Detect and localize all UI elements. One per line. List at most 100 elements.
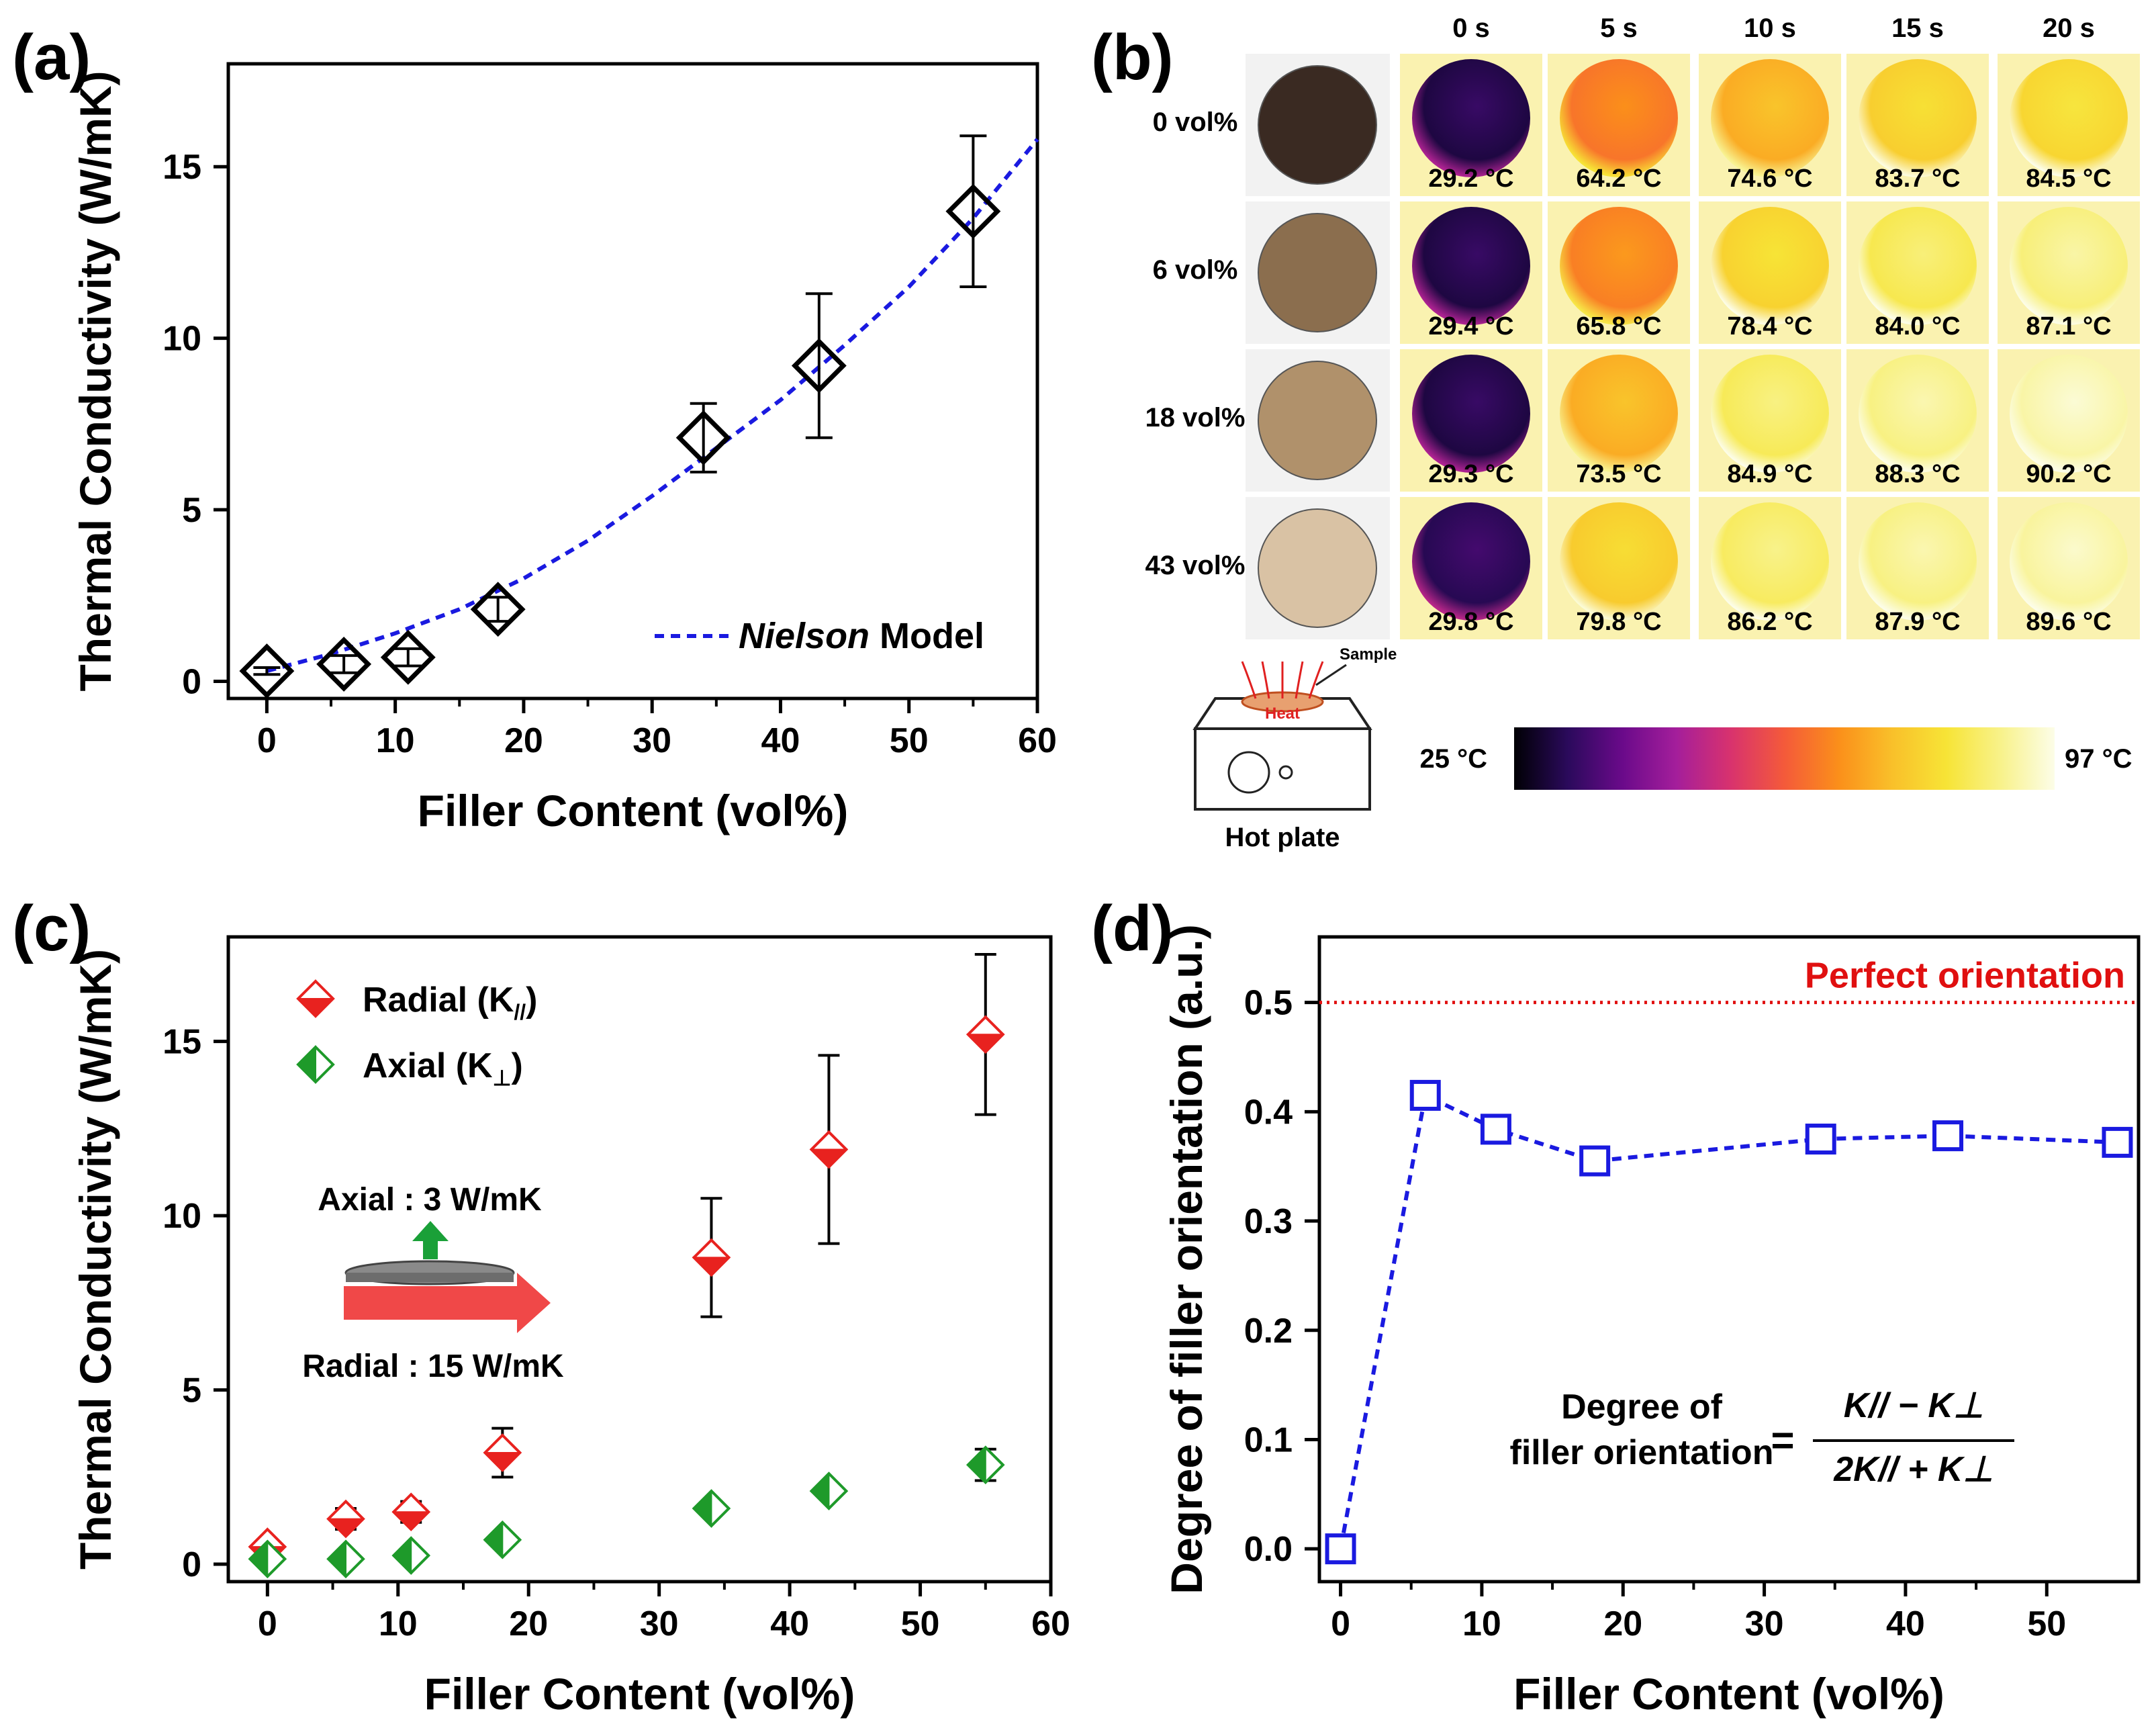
legend-close: )	[512, 1046, 523, 1085]
x-tick-label: 10	[379, 1604, 418, 1643]
y-tick-label: 0	[182, 1545, 201, 1584]
y-tick-label: 0.4	[1244, 1093, 1293, 1132]
temperature-label: 86.2 °C	[1727, 608, 1812, 636]
data-point	[1325, 1533, 1356, 1565]
legend-close: )	[526, 981, 537, 1019]
heat-label: Heat	[1265, 705, 1300, 723]
data-point	[1480, 1114, 1511, 1145]
marker-fill	[483, 1521, 504, 1559]
marker-fill	[327, 1539, 346, 1578]
x-tick-label: 20	[1603, 1604, 1642, 1643]
temperature-label: 79.8 °C	[1576, 608, 1661, 636]
legend-subscript: ⊥	[493, 1066, 512, 1090]
x-axis-label: Filler Content (vol%)	[1513, 1669, 1944, 1719]
row-label: 43 vol%	[1145, 551, 1246, 580]
y-axis-label: Thermal Conductivity (W/mK)	[71, 71, 120, 691]
thermal-sample	[1859, 355, 1977, 473]
time-label: 15 s	[1891, 13, 1944, 43]
legend-rest: Model	[870, 616, 984, 656]
sample-label: Sample	[1340, 645, 1397, 664]
nielson-model-line	[266, 138, 1039, 674]
axial-annotation: Axial : 3 W/mK	[318, 1182, 542, 1218]
thermal-sample	[1859, 59, 1977, 177]
hotplate-switch	[1278, 765, 1293, 780]
temperature-label: 64.2 °C	[1576, 165, 1661, 193]
time-label: 20 s	[2043, 13, 2095, 43]
legend-label: Nielson Model	[739, 616, 984, 656]
marker-fill	[326, 1518, 365, 1538]
thermal-sample	[1711, 59, 1829, 177]
thermal-sample	[1711, 502, 1829, 621]
temperature-label: 84.0 °C	[1875, 312, 1960, 341]
equation-equals: =	[1771, 1418, 1794, 1463]
legend-name: Radial	[363, 981, 467, 1019]
legend-italic: Nielson	[739, 616, 870, 656]
y-tick-label: 15	[162, 148, 201, 187]
temperature-label: 78.4 °C	[1727, 312, 1812, 341]
data-point	[1579, 1145, 1611, 1177]
data-point	[239, 643, 295, 699]
y-tick-label: 0.2	[1244, 1312, 1293, 1351]
equation-text-1: Degree of	[1561, 1388, 1723, 1426]
x-tick-label: 60	[1018, 721, 1057, 760]
colorbar	[1514, 727, 2055, 790]
data-point	[470, 582, 526, 637]
data-point	[380, 629, 436, 685]
thermal-sample	[2010, 355, 2128, 473]
colorbar-min-label: 25 °C	[1420, 744, 1488, 774]
axial-point	[692, 1489, 731, 1528]
radial-point	[326, 1499, 365, 1539]
legend-open: (K	[467, 981, 514, 1019]
radial-point	[483, 1433, 522, 1472]
heat-arrow	[1295, 661, 1304, 699]
x-tick-label: 40	[761, 721, 800, 760]
equation-denominator: 2K// + K⊥	[1833, 1450, 1993, 1489]
legend-name: Axial	[363, 1046, 446, 1085]
temperature-label: 89.6 °C	[2026, 608, 2111, 636]
marker-fill	[966, 1034, 1005, 1053]
axial-point	[391, 1536, 431, 1575]
temperature-label: 90.2 °C	[2026, 460, 2111, 488]
marker-fill	[248, 1539, 269, 1578]
chart-a: 0 10 20 30 40 50 60 0 5 10 15 Filler Content (vol%)…	[71, 62, 1057, 835]
marker-fill	[392, 1536, 412, 1575]
heat-arrow	[1241, 661, 1257, 699]
temperature-label: 29.2 °C	[1428, 165, 1513, 193]
data-point	[1409, 1079, 1441, 1111]
legend-subscript: //	[514, 1000, 526, 1024]
x-tick-label: 30	[1745, 1604, 1784, 1643]
thermal-sample	[1560, 207, 1678, 325]
marker-fill	[692, 1257, 731, 1276]
marker-fill	[296, 998, 335, 1017]
panel-label-a: (a)	[12, 21, 91, 93]
temperature-label: 29.4 °C	[1428, 312, 1513, 341]
data-point	[1932, 1120, 1964, 1152]
temperature-label: 74.6 °C	[1727, 165, 1812, 193]
data-point	[2102, 1126, 2133, 1158]
sample-photo	[1258, 361, 1377, 480]
thermal-sample	[2010, 502, 2128, 621]
thermal-panel: 0 s 5 s 10 s 15 s 20 s 0 vol% 29.2 °C 64.2 °C 74…	[1145, 13, 2140, 852]
thermal-sample	[1859, 502, 1977, 621]
chart-c: 0 10 20 30 40 50 60 0 5 10 15 Filler Content (vol%)…	[71, 935, 1070, 1719]
thermal-sample	[1412, 59, 1530, 177]
y-tick-label: 0.5	[1244, 984, 1293, 1023]
x-tick-label: 30	[632, 721, 671, 760]
radial-arrow	[344, 1273, 551, 1333]
thermal-sample	[1412, 502, 1530, 621]
data-point	[675, 410, 731, 465]
marker-fill	[391, 1511, 430, 1531]
thermal-sample	[2010, 59, 2128, 177]
thermal-sample	[1560, 59, 1678, 177]
sample-photo	[1258, 508, 1377, 628]
x-tick-label: 50	[890, 721, 929, 760]
panel-label-d: (d)	[1091, 893, 1174, 964]
thermal-sample	[1412, 207, 1530, 325]
colorbar-max-label: 97 °C	[2065, 744, 2132, 774]
time-label: 10 s	[1744, 13, 1796, 43]
hotplate-knob	[1227, 751, 1270, 794]
radial-point	[391, 1492, 431, 1532]
thermal-sample	[2010, 207, 2128, 325]
x-tick-label: 30	[640, 1604, 679, 1643]
